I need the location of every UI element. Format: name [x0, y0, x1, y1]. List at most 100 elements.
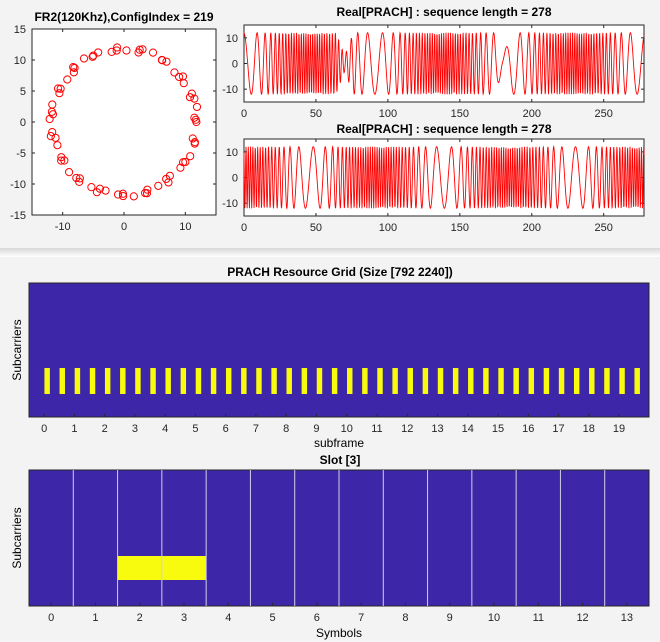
- constellation-point: [45, 114, 54, 124]
- constellation-points: [45, 43, 202, 201]
- prach-occasion-bar: [452, 368, 459, 394]
- slot-grid-title: Slot [3]: [320, 453, 361, 467]
- constellation-point: [119, 191, 128, 201]
- constellation-point: [89, 51, 98, 60]
- y-tick-label: 15: [14, 24, 26, 36]
- x-tick-label: 3: [132, 423, 138, 435]
- x-tick-label: 2: [102, 423, 108, 435]
- constellation-point: [56, 84, 65, 93]
- prach-occasion-bar: [89, 368, 96, 394]
- constellation-point: [60, 156, 69, 165]
- x-tick-label: 250: [595, 222, 613, 234]
- constellation-point: [69, 63, 78, 72]
- y-tick-label: -10: [222, 198, 238, 210]
- x-tick-label: 0: [41, 423, 47, 435]
- x-tick-label: 0: [241, 108, 247, 120]
- x-tick-label: 100: [379, 108, 397, 120]
- prach-occasion-bar: [241, 368, 247, 394]
- sequence-chart-1: Real[PRACH] : sequence length = 278 0 50 1…: [222, 5, 645, 120]
- constellation-point: [178, 158, 188, 167]
- x-tick-label: 11: [533, 612, 544, 624]
- constellation-point: [148, 48, 158, 57]
- y-tick-label: 0: [232, 173, 238, 185]
- constellation-point: [72, 173, 81, 183]
- prach-occasion-bar: [195, 368, 202, 394]
- sequence-1-line: [243, 31, 645, 96]
- x-tick-label: 7: [253, 423, 259, 435]
- x-tick-label: 8: [283, 423, 289, 435]
- constellation-point: [162, 57, 171, 66]
- x-tick-label: 15: [492, 423, 504, 435]
- y-tick-label: -15: [10, 210, 26, 222]
- constellation-point: [63, 75, 72, 84]
- constellation-point: [190, 113, 199, 122]
- constellation-point: [53, 141, 62, 150]
- constellation-point: [107, 47, 116, 57]
- constellation-point: [113, 43, 122, 52]
- resource-grid-chart: PRACH Resource Grid (Size [792 2240]) 0 1…: [10, 265, 650, 450]
- prach-occasion-bar: [619, 368, 625, 394]
- constellation-point: [57, 156, 66, 165]
- slot-grid-xlabel: Symbols: [316, 626, 362, 640]
- y-tick-label: -10: [10, 179, 26, 191]
- x-tick-label: 13: [621, 612, 633, 624]
- x-tick-label: 1: [71, 423, 77, 435]
- x-tick-label: 5: [192, 423, 198, 435]
- y-tick-label: -10: [222, 84, 238, 96]
- x-tick-label: 6: [223, 423, 229, 435]
- x-tick-label: 0: [48, 612, 54, 624]
- prach-occasions: [44, 368, 640, 394]
- constellation-point: [75, 174, 84, 183]
- constellation-point: [55, 89, 64, 98]
- prach-occasion-bar: [558, 368, 565, 394]
- constellation-point: [118, 189, 128, 198]
- x-tick-label: 200: [523, 108, 541, 120]
- x-tick-label: 150: [451, 108, 469, 120]
- x-tick-label: 17: [552, 423, 564, 435]
- x-tick-label: 250: [595, 108, 613, 120]
- prach-occasion-bar: [210, 368, 217, 394]
- constellation-point: [190, 94, 199, 103]
- prach-occasion-bar: [135, 368, 141, 394]
- x-tick-label: 8: [402, 612, 408, 624]
- x-tick-label: 12: [576, 612, 588, 624]
- x-tick-label: -10: [55, 221, 71, 233]
- x-tick-label: 16: [522, 423, 534, 435]
- x-tick-label: 5: [270, 612, 276, 624]
- resource-grid-xlabel: subframe: [314, 436, 364, 450]
- x-tick-label: 10: [341, 423, 353, 435]
- x-tick-label: 10: [179, 221, 191, 233]
- x-tick-label: 6: [314, 612, 320, 624]
- prach-occasion-bar: [528, 368, 535, 394]
- x-tick-label: 13: [431, 423, 443, 435]
- constellation-point: [112, 46, 121, 55]
- prach-occasion-bar: [180, 368, 187, 394]
- prach-occasion-bar: [331, 368, 338, 394]
- constellation-point: [113, 190, 123, 199]
- x-tick-label: 9: [313, 423, 319, 435]
- prach-occasion-bar: [377, 368, 383, 394]
- prach-occasion-bar: [483, 368, 489, 394]
- constellation-point: [92, 188, 102, 197]
- prach-occasion-bar: [301, 368, 308, 394]
- constellation-point: [69, 68, 78, 77]
- sequence-chart-2: Real[PRACH] : sequence length = 278 0 50 1…: [222, 122, 645, 234]
- prach-occasion-bar: [543, 368, 550, 394]
- prach-occasion-bar: [392, 368, 398, 394]
- y-tick-label: 10: [226, 33, 238, 45]
- constellation-point: [192, 102, 202, 112]
- constellation-point: [48, 128, 57, 137]
- constellation-point: [178, 72, 188, 81]
- prach-occasion-bar: [59, 368, 66, 394]
- constellation-point: [87, 183, 96, 192]
- constellation-point: [175, 72, 184, 82]
- constellation-point: [47, 107, 57, 116]
- constellation-point: [187, 89, 196, 98]
- x-tick-label: 0: [121, 221, 127, 233]
- constellation-point: [186, 152, 195, 161]
- x-tick-label: 50: [310, 108, 322, 120]
- y-tick-label: 5: [20, 86, 26, 98]
- prach-occasion-bar: [437, 368, 444, 394]
